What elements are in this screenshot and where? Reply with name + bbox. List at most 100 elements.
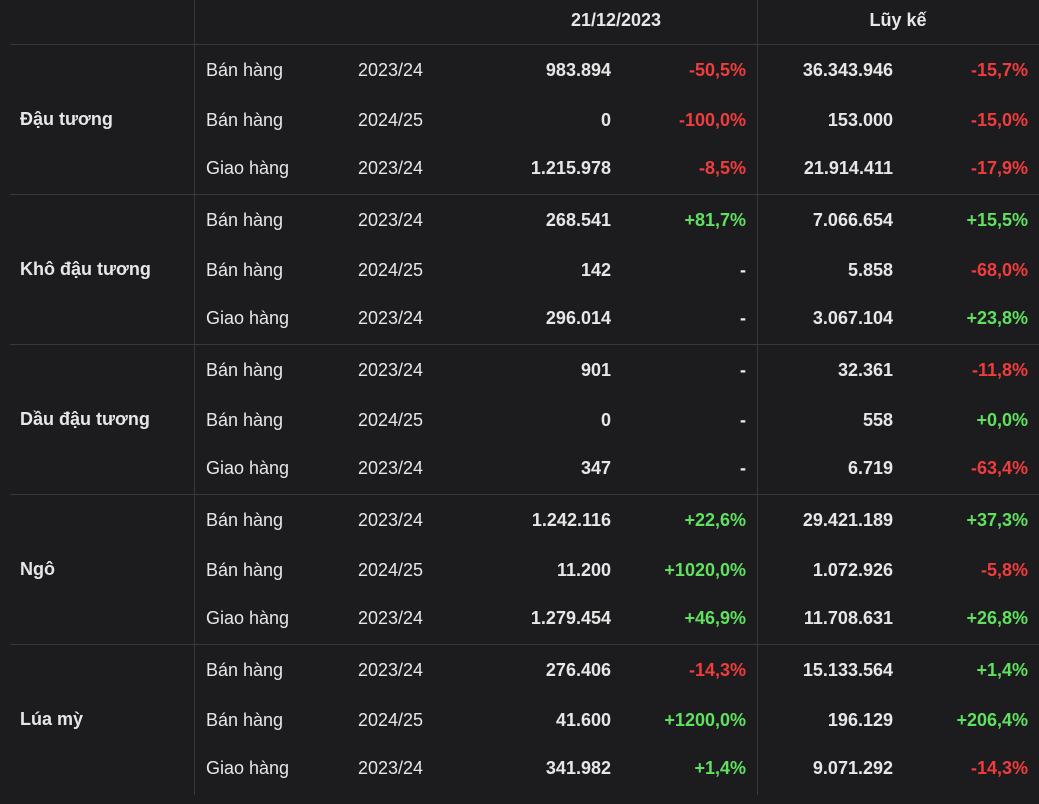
type: Giao hàng (206, 308, 290, 328)
cumulative: 32.361 (837, 360, 893, 380)
value: 41.600 (555, 710, 611, 730)
type: Giao hàng (206, 458, 290, 478)
cumulative-change: -17,9% (970, 158, 1028, 178)
change: -50,5% (688, 60, 746, 80)
change: - (740, 260, 746, 280)
cumulative: 36.343.946 (802, 60, 893, 80)
cumulative: 153.000 (827, 110, 893, 130)
cumulative-change: +1,4% (976, 660, 1028, 680)
row-divider (10, 44, 1039, 45)
type: Bán hàng (206, 210, 284, 230)
group-label: Dầu đậu tương (20, 409, 150, 429)
cumulative-change: -15,0% (970, 110, 1028, 130)
value: 0 (600, 410, 611, 430)
cumulative: 7.066.654 (812, 210, 893, 230)
cumulative: 1.072.926 (812, 560, 893, 580)
change: +81,7% (684, 210, 746, 230)
cumulative-change: +37,3% (966, 510, 1028, 530)
season: 2023/24 (358, 158, 424, 178)
season: 2023/24 (358, 60, 424, 80)
change: - (740, 410, 746, 430)
season: 2024/25 (358, 260, 424, 280)
type: Giao hàng (206, 608, 290, 628)
cumulative: 3.067.104 (812, 308, 893, 328)
column-divider (194, 0, 195, 795)
change: +22,6% (684, 510, 746, 530)
group-label: Khô đậu tương (20, 259, 151, 279)
type: Bán hàng (206, 710, 284, 730)
season: 2023/24 (358, 458, 424, 478)
type: Bán hàng (206, 260, 284, 280)
cumulative-change: -15,7% (970, 60, 1028, 80)
cumulative-change: +26,8% (966, 608, 1028, 628)
value: 0 (600, 110, 611, 130)
cumulative: 5.858 (847, 260, 893, 280)
column-divider (757, 0, 758, 795)
row-divider (10, 644, 1039, 645)
change: +1,4% (694, 758, 746, 778)
type: Bán hàng (206, 560, 284, 580)
cumulative-change: -14,3% (970, 758, 1028, 778)
season: 2024/25 (358, 410, 424, 430)
cumulative-change: +15,5% (966, 210, 1028, 230)
change: -14,3% (688, 660, 746, 680)
season: 2023/24 (358, 210, 424, 230)
cumulative: 21.914.411 (803, 158, 893, 178)
season: 2023/24 (358, 360, 424, 380)
type: Bán hàng (206, 60, 284, 80)
value: 296.014 (545, 308, 611, 328)
group-label: Ngô (20, 559, 55, 579)
season: 2023/24 (358, 608, 424, 628)
cumulative: 29.421.189 (802, 510, 893, 530)
type: Bán hàng (206, 660, 284, 680)
value: 276.406 (545, 660, 611, 680)
type: Bán hàng (206, 510, 284, 530)
value: 11.200 (556, 560, 611, 580)
header-cumulative: Lũy kế (869, 10, 927, 30)
cumulative-change: +0,0% (976, 410, 1028, 430)
season: 2024/25 (358, 710, 424, 730)
type: Giao hàng (206, 758, 290, 778)
cumulative: 558 (862, 410, 893, 430)
value: 347 (580, 458, 611, 478)
change: -100,0% (678, 110, 746, 130)
value: 1.242.116 (531, 510, 611, 530)
season: 2023/24 (358, 660, 424, 680)
value: 1.279.454 (530, 608, 611, 628)
type: Bán hàng (206, 110, 284, 130)
season: 2023/24 (358, 510, 424, 530)
cumulative-change: +23,8% (966, 308, 1028, 328)
cumulative: 11.708.631 (803, 608, 893, 628)
value: 142 (580, 260, 611, 280)
change: - (740, 458, 746, 478)
cumulative: 15.133.564 (802, 660, 893, 680)
cumulative-change: +206,4% (956, 710, 1028, 730)
cumulative-change: -5,8% (980, 560, 1028, 580)
value: 268.541 (545, 210, 611, 230)
season: 2023/24 (358, 758, 424, 778)
row-divider (10, 194, 1039, 195)
change: +1200,0% (664, 710, 746, 730)
row-divider (10, 344, 1039, 345)
change: +46,9% (684, 608, 746, 628)
change: - (740, 308, 746, 328)
value: 341.982 (545, 758, 611, 778)
cumulative: 196.129 (827, 710, 893, 730)
change: +1020,0% (664, 560, 746, 580)
change: - (740, 360, 746, 380)
row-divider (10, 494, 1039, 495)
type: Giao hàng (206, 158, 290, 178)
season: 2024/25 (358, 560, 424, 580)
group-label: Đậu tương (20, 109, 113, 129)
cumulative-change: -68,0% (970, 260, 1028, 280)
type: Bán hàng (206, 410, 284, 430)
type: Bán hàng (206, 360, 284, 380)
cumulative-change: -63,4% (970, 458, 1028, 478)
cumulative: 9.071.292 (812, 758, 893, 778)
header-date: 21/12/2023 (570, 10, 662, 30)
value: 901 (580, 360, 611, 380)
cumulative: 6.719 (847, 458, 893, 478)
season: 2024/25 (358, 110, 424, 130)
cumulative-change: -11,8% (971, 360, 1028, 380)
